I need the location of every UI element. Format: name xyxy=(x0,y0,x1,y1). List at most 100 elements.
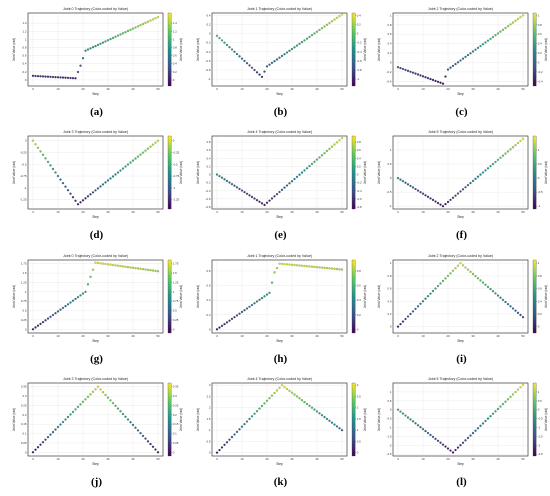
data-point xyxy=(521,316,525,319)
data-point xyxy=(449,66,452,69)
data-point xyxy=(119,169,122,172)
data-point xyxy=(106,396,110,399)
data-point xyxy=(441,82,445,85)
data-point xyxy=(96,261,100,265)
data-point xyxy=(469,270,472,273)
y-tick-label: 0.8 xyxy=(387,23,391,27)
plot-title: Joint 0 Trajectory (Color-coded by Value… xyxy=(63,7,128,11)
data-point xyxy=(406,416,410,419)
data-point xyxy=(333,423,336,426)
data-point xyxy=(476,427,480,430)
data-point xyxy=(300,40,304,44)
data-point xyxy=(215,328,219,331)
data-point xyxy=(496,294,500,297)
data-point xyxy=(328,147,331,150)
data-point xyxy=(323,266,326,269)
y-tick-label: -0.8 xyxy=(206,205,211,209)
data-point xyxy=(253,197,256,200)
data-point xyxy=(245,62,249,65)
data-point xyxy=(278,190,281,194)
plot-area xyxy=(392,259,529,334)
data-point xyxy=(84,398,87,401)
data-point xyxy=(104,262,107,266)
y-axis-label: Joint Value (rad) xyxy=(377,285,381,308)
colorbar-tick-label: 0.2 xyxy=(357,164,361,168)
data-point xyxy=(404,414,407,417)
data-point xyxy=(424,76,427,79)
colorbar-tick-label: 0 xyxy=(538,325,540,329)
data-point xyxy=(494,292,497,295)
x-tick-label: 30 xyxy=(471,87,475,91)
data-point xyxy=(144,437,147,440)
colorbar-tick-label: -1 xyxy=(538,426,541,430)
data-point xyxy=(494,410,497,413)
data-point xyxy=(323,152,326,155)
data-point xyxy=(444,277,447,280)
y-tick-label: 0 xyxy=(25,327,27,331)
data-point xyxy=(426,77,430,80)
data-point xyxy=(79,201,82,204)
data-point xyxy=(414,187,417,191)
x-tick-label: 10 xyxy=(56,457,60,461)
data-point xyxy=(220,446,224,449)
data-point xyxy=(81,57,85,60)
data-point xyxy=(151,143,155,146)
data-point xyxy=(240,57,244,60)
data-point xyxy=(461,264,465,267)
data-point xyxy=(129,161,132,164)
data-point xyxy=(471,50,475,53)
colorbar-tick-label: 1 xyxy=(538,148,540,152)
data-point xyxy=(496,32,500,35)
data-point xyxy=(300,399,304,402)
x-tick-label: 40 xyxy=(315,210,319,214)
data-point xyxy=(235,52,239,56)
plot-area xyxy=(211,382,348,457)
y-tick-label: 1 xyxy=(209,428,211,432)
data-point xyxy=(61,306,65,309)
data-point xyxy=(86,395,90,398)
data-point xyxy=(404,317,407,321)
data-point xyxy=(101,391,105,394)
y-tick-label: 0.4 xyxy=(206,13,210,17)
data-point xyxy=(320,414,324,417)
data-point xyxy=(255,199,259,202)
x-axis-label: Step xyxy=(276,215,283,219)
data-point xyxy=(56,310,60,313)
data-point xyxy=(436,284,440,288)
colorbar-tick-label: -1.5 xyxy=(538,434,543,438)
x-tick-label: 0 xyxy=(32,457,34,461)
colorbar-tick-label: 0 xyxy=(538,176,540,180)
y-axis-label: Joint Value (rad) xyxy=(12,161,16,184)
data-point xyxy=(288,49,291,52)
data-point xyxy=(136,429,140,432)
data-point xyxy=(514,309,517,312)
data-point xyxy=(449,449,452,452)
data-point xyxy=(456,264,460,267)
y-tick-label: 0.8 xyxy=(206,140,210,144)
data-point xyxy=(506,303,510,306)
x-tick-label: 40 xyxy=(496,334,500,338)
x-tick-label: 40 xyxy=(496,210,500,214)
data-point xyxy=(399,66,402,70)
data-point xyxy=(59,308,62,311)
data-point xyxy=(484,169,487,172)
y-tick-label: 0.2 xyxy=(22,413,26,417)
data-point xyxy=(146,268,150,271)
data-point xyxy=(59,178,62,181)
data-point xyxy=(323,25,326,28)
subfigure-caption: (j) xyxy=(91,476,102,488)
data-point xyxy=(141,434,145,437)
plot-title: Joint 5 Trajectory (Color-coded by Value… xyxy=(428,377,493,381)
y-axis-label: Joint Value (rad) xyxy=(196,161,200,184)
data-point xyxy=(461,441,465,444)
colorbar-tick-label: 1 xyxy=(538,390,540,394)
colorbar xyxy=(167,382,172,457)
data-point xyxy=(116,407,120,410)
x-tick-label: 0 xyxy=(397,334,399,338)
data-point xyxy=(270,197,274,200)
colorbar-tick-label: 0.5 xyxy=(538,399,542,403)
x-tick-label: 30 xyxy=(290,457,294,461)
data-point xyxy=(238,55,241,58)
data-point xyxy=(41,153,45,156)
data-point xyxy=(411,420,415,423)
